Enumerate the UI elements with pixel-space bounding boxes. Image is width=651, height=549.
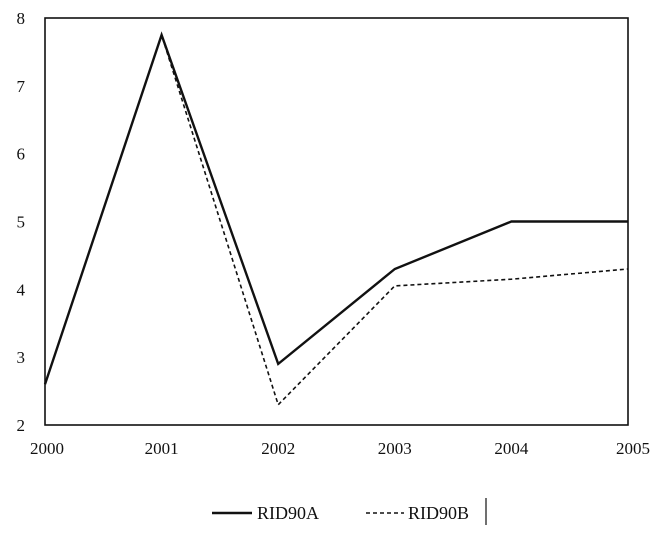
y-tick-label: 8 bbox=[17, 9, 26, 28]
series-line-rid90b bbox=[44, 32, 629, 407]
y-axis-ticks: 2 3 4 5 6 7 8 bbox=[17, 9, 26, 435]
x-tick-label: 2004 bbox=[494, 439, 529, 458]
x-axis-ticks: 2000 2001 2002 2003 2004 2005 bbox=[30, 439, 650, 458]
y-tick-label: 4 bbox=[17, 280, 26, 299]
y-tick-label: 6 bbox=[17, 145, 26, 164]
x-tick-label: 2000 bbox=[30, 439, 64, 458]
legend-label-rid90b: RID90B bbox=[408, 503, 469, 523]
legend: RID90A RID90B bbox=[212, 498, 487, 525]
x-tick-label: 2003 bbox=[378, 439, 412, 458]
x-tick-label: 2001 bbox=[145, 439, 179, 458]
x-tick-label: 2005 bbox=[616, 439, 650, 458]
y-tick-label: 7 bbox=[17, 77, 26, 96]
legend-label-rid90a: RID90A bbox=[257, 503, 319, 523]
y-tick-label: 3 bbox=[17, 348, 26, 367]
series-line-rid90a bbox=[43, 31, 628, 385]
y-tick-label: 5 bbox=[17, 213, 26, 232]
series-lines bbox=[43, 31, 629, 407]
y-tick-label: 2 bbox=[17, 416, 26, 435]
x-tick-label: 2002 bbox=[261, 439, 295, 458]
